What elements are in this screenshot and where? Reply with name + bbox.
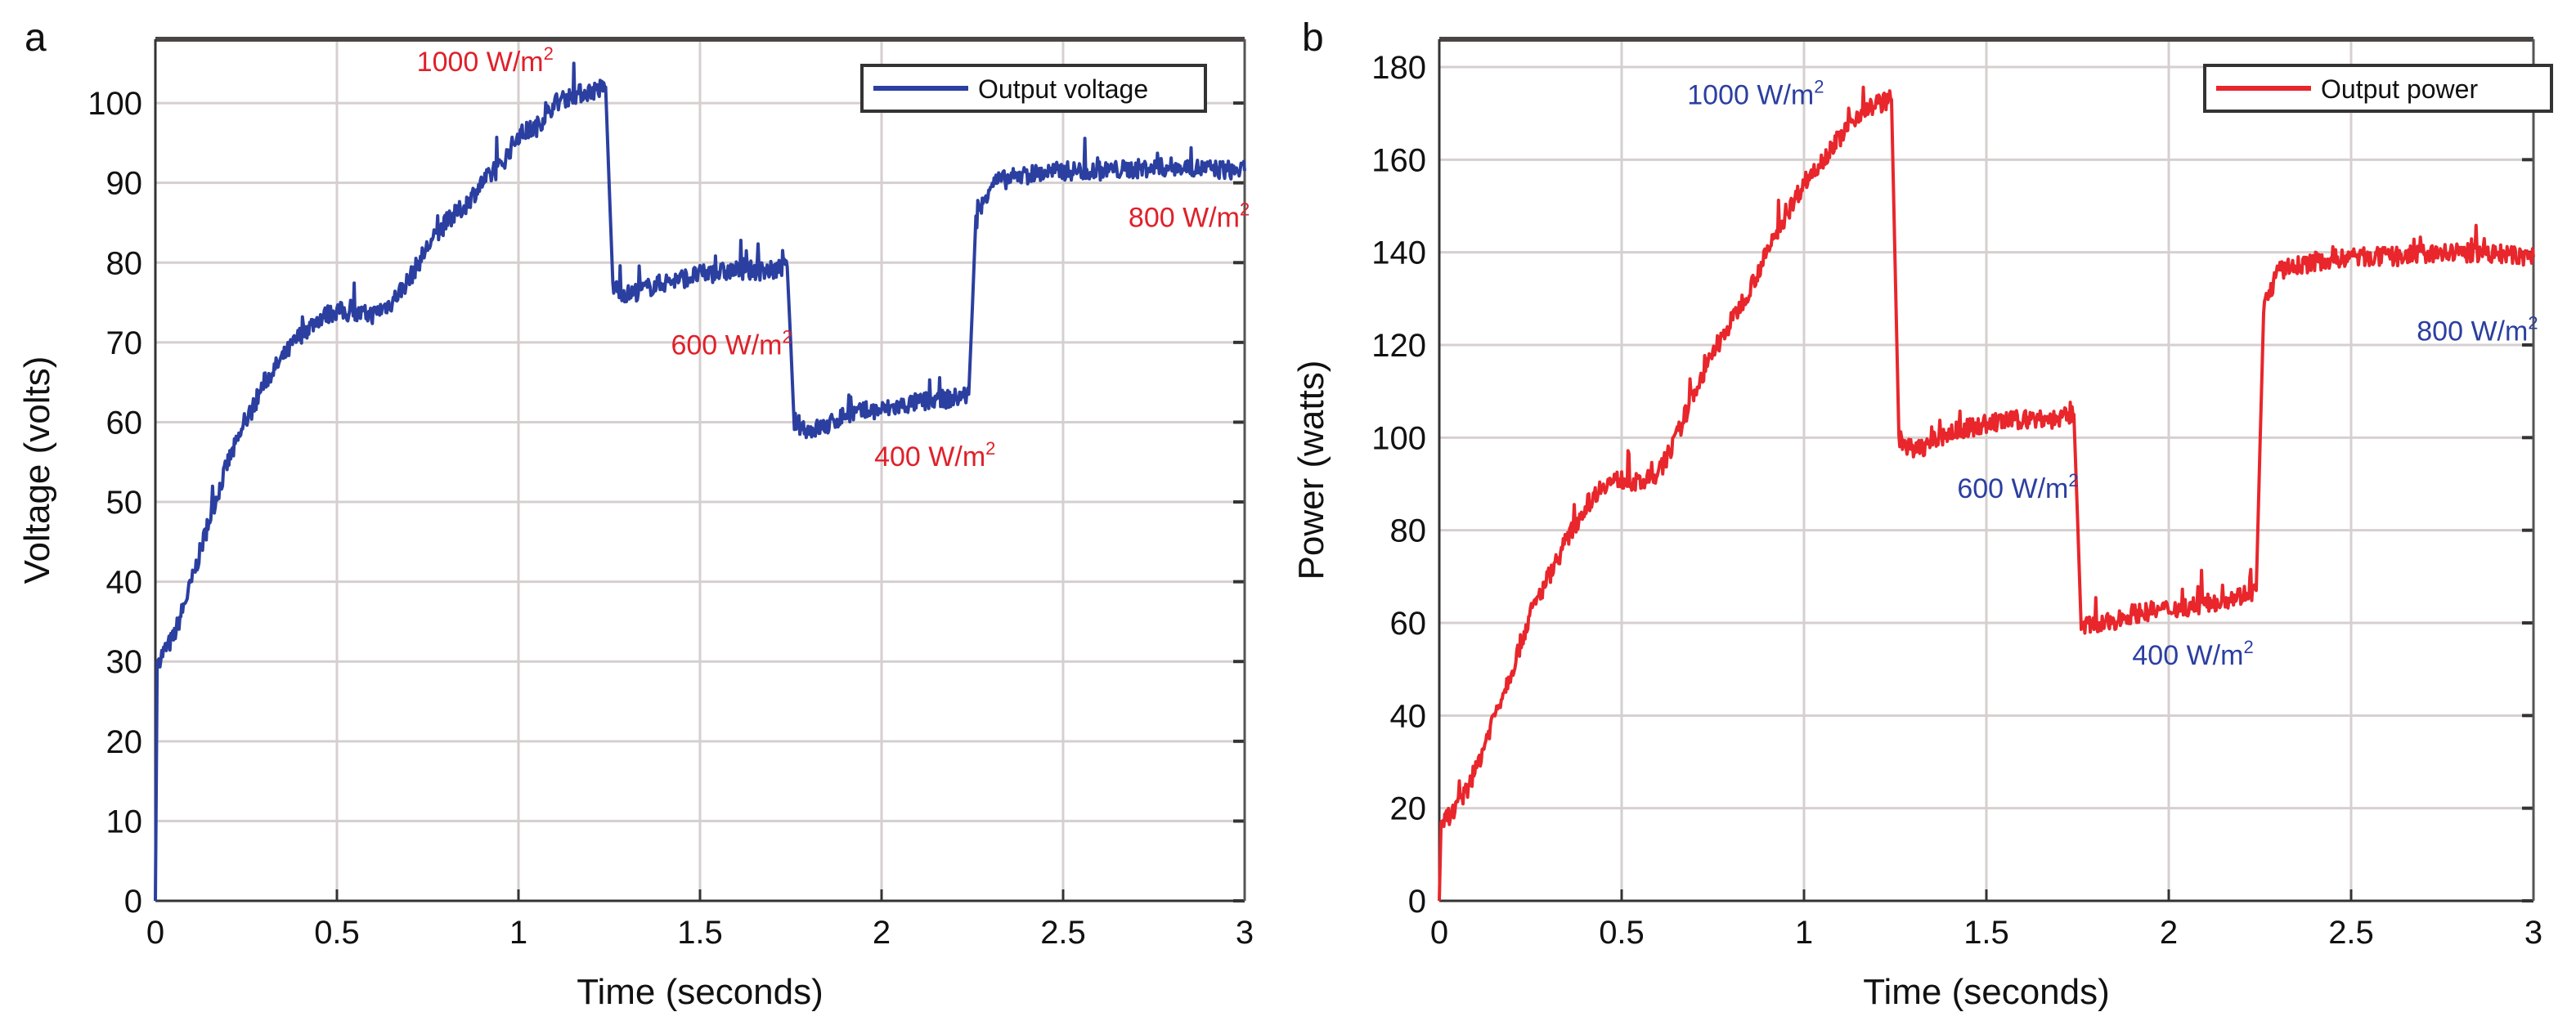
annotation-text: 400 W/m bbox=[874, 441, 985, 472]
x-tick-label: 1 bbox=[1795, 915, 1813, 951]
annotation-label: 600 W/m2 bbox=[1957, 470, 2078, 504]
legend-label: Output power bbox=[2321, 74, 2478, 104]
annotation-label: 1000 W/m2 bbox=[417, 43, 554, 78]
y-tick-label: 100 bbox=[1371, 420, 1426, 456]
annotation-text: 600 W/m bbox=[1957, 473, 2068, 504]
y-tick-label: 160 bbox=[1371, 142, 1426, 178]
x-tick-label: 1.5 bbox=[1963, 915, 2009, 951]
y-tick-label: 140 bbox=[1371, 235, 1426, 271]
x-tick-label: 0 bbox=[146, 915, 164, 951]
x-tick-label: 0 bbox=[1430, 915, 1448, 951]
annotation-text: 1000 W/m bbox=[417, 47, 544, 78]
y-tick-label: 30 bbox=[106, 644, 143, 680]
chart-panel-b: 0 0.5 1 1.5 2 2.5 3 0 20 40 60 80 100 120 140 160 180 100… bbox=[1291, 16, 2553, 1012]
y-tick-label: 80 bbox=[1390, 513, 1427, 549]
y-tick-label: 90 bbox=[106, 166, 143, 202]
annotation-label: 800 W/m2 bbox=[2417, 312, 2538, 347]
y-axis-title: Power (watts) bbox=[1291, 360, 1331, 580]
y-tick-label: 40 bbox=[1390, 698, 1427, 734]
legend-box bbox=[860, 64, 1207, 113]
chart-panel-a: 0 0.5 1 1.5 2 2.5 301020304050607080901001000 … bbox=[17, 16, 1254, 1012]
annotation-label: 400 W/m2 bbox=[874, 438, 995, 472]
y-tick-label: 70 bbox=[106, 325, 143, 361]
panel-label: a bbox=[25, 16, 47, 60]
y-axis-title: Voltage (volts) bbox=[17, 356, 57, 584]
annotation-label: 1000 W/m2 bbox=[1687, 76, 1824, 110]
x-tick-label: 2.5 bbox=[1040, 915, 1086, 951]
x-tick-label: 0.5 bbox=[1599, 915, 1645, 951]
annotation-superscript: 2 bbox=[2243, 637, 2253, 657]
y-tick-label: 120 bbox=[1371, 328, 1426, 364]
y-tick-label: 0 bbox=[1408, 884, 1426, 920]
x-tick-label: 2.5 bbox=[2328, 915, 2374, 951]
x-tick-label: 3 bbox=[2524, 915, 2542, 951]
annotation-text: 800 W/m bbox=[1129, 202, 1240, 233]
y-tick-label: 60 bbox=[106, 405, 143, 441]
y-tick-label: 60 bbox=[1390, 606, 1427, 642]
annotation-superscript: 2 bbox=[544, 43, 554, 64]
x-axis-title: Time (seconds) bbox=[1863, 972, 2110, 1012]
x-axis-title: Time (seconds) bbox=[577, 972, 824, 1012]
annotation-superscript: 2 bbox=[1814, 76, 1824, 96]
annotation-superscript: 2 bbox=[985, 438, 995, 459]
series-line-0 bbox=[1438, 85, 2535, 902]
y-tick-label: 100 bbox=[88, 86, 142, 122]
y-tick-label: 40 bbox=[106, 565, 143, 601]
annotation-text: 400 W/m bbox=[2132, 640, 2243, 671]
annotation-label: 800 W/m2 bbox=[1129, 199, 1250, 233]
series-line-0 bbox=[154, 61, 1246, 902]
x-tick-label: 1 bbox=[509, 915, 527, 951]
y-tick-label: 180 bbox=[1371, 50, 1426, 86]
y-tick-label: 20 bbox=[106, 724, 143, 760]
annotation-superscript: 2 bbox=[1240, 199, 1250, 219]
x-tick-label: 2 bbox=[2160, 915, 2178, 951]
y-tick-label: 50 bbox=[106, 485, 143, 521]
y-tick-label: 80 bbox=[106, 245, 143, 281]
annotation-text: 600 W/m bbox=[671, 329, 782, 360]
x-tick-label: 0.5 bbox=[314, 915, 360, 951]
annotation-superscript: 2 bbox=[783, 326, 792, 347]
panel-label: b bbox=[1302, 16, 1324, 60]
x-tick-label: 2 bbox=[873, 915, 891, 951]
annotation-label: 400 W/m2 bbox=[2132, 637, 2253, 671]
annotation-superscript: 2 bbox=[2068, 470, 2078, 490]
y-tick-label: 20 bbox=[1390, 791, 1427, 827]
x-tick-label: 1.5 bbox=[677, 915, 723, 951]
legend-label: Output voltage bbox=[978, 74, 1148, 104]
y-tick-label: 10 bbox=[106, 804, 143, 840]
annotation-label: 600 W/m2 bbox=[671, 326, 792, 360]
x-tick-label: 3 bbox=[1236, 915, 1254, 951]
annotation-text: 1000 W/m bbox=[1687, 79, 1814, 110]
y-tick-label: 0 bbox=[124, 884, 142, 920]
annotation-text: 800 W/m bbox=[2417, 316, 2528, 347]
annotation-superscript: 2 bbox=[2528, 312, 2538, 333]
